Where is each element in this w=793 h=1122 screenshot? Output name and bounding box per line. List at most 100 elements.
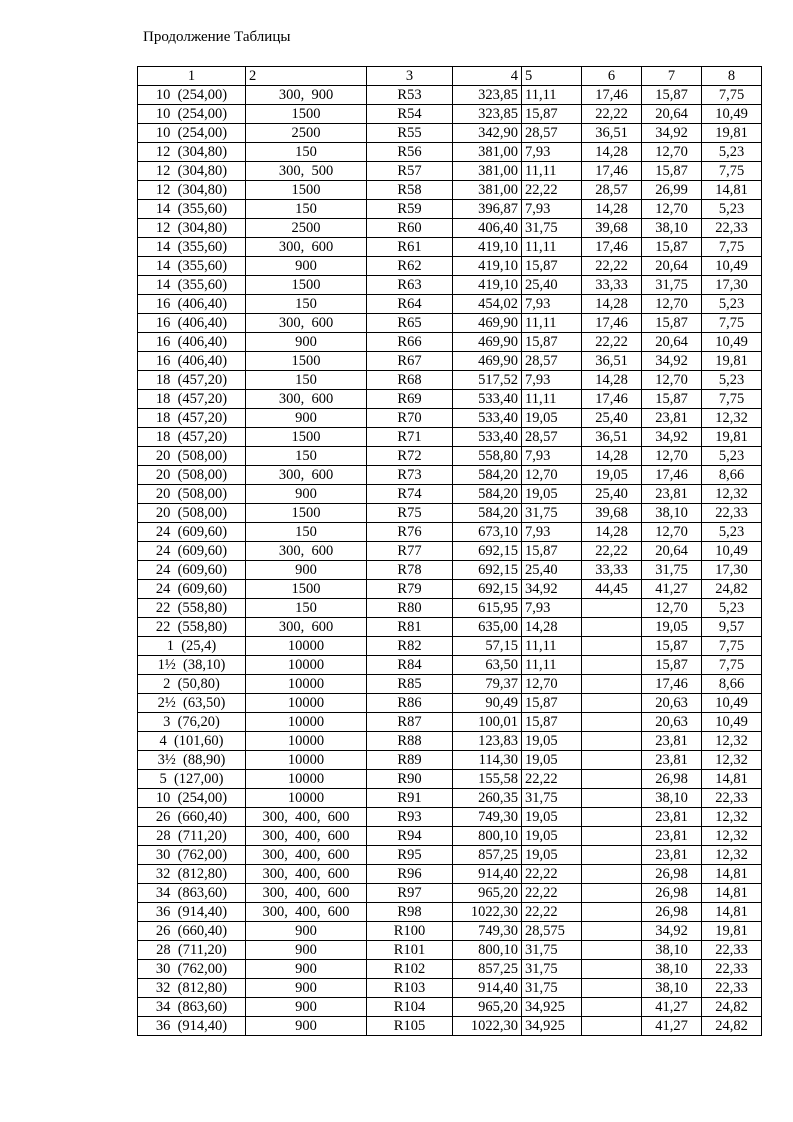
table-cell-col-3: R102 <box>366 959 453 979</box>
table-cell-col-5: 7,93 <box>521 522 582 542</box>
table-cell-col-7: 23,81 <box>641 826 702 846</box>
table-cell-col-2: 150 <box>245 142 367 162</box>
table-cell-col-1: 20 (508,00) <box>137 465 246 485</box>
table-cell-col-8: 10,49 <box>701 541 762 561</box>
table-row: 16 (406,40) 300, 600 R65 469,90 11,11 17,46 15… <box>137 313 762 333</box>
table-cell-col-6 <box>581 864 642 884</box>
table-cell-col-6: 39,68 <box>581 218 642 238</box>
data-table: 1 2 3 4 5 6 7 8 10 (254,00) 300, 900 R53 32… <box>137 66 762 1036</box>
table-cell-col-8: 14,81 <box>701 180 762 200</box>
table-cell-col-3: R84 <box>366 655 453 675</box>
table-row: 3½ (88,90) 10000 R89 114,30 19,05 23,81 12,32 <box>137 750 762 770</box>
table-row: 28 (711,20) 900 R101 800,10 31,75 38,10 22,33 <box>137 940 762 960</box>
table-cell-col-3: R81 <box>366 617 453 637</box>
table-row: 14 (355,60) 150 R59 396,87 7,93 14,28 12,70 5,2… <box>137 199 762 219</box>
table-cell-col-2: 300, 600 <box>245 465 367 485</box>
table-cell-col-2: 150 <box>245 446 367 466</box>
table-cell-col-5: 12,70 <box>521 465 582 485</box>
table-cell-col-4: 914,40 <box>452 978 522 998</box>
table-cell-col-2: 1500 <box>245 180 367 200</box>
table-cell-col-1: 10 (254,00) <box>137 123 246 143</box>
table-cell-col-6 <box>581 826 642 846</box>
table-cell-col-8: 10,49 <box>701 332 762 352</box>
table-cell-col-4: 749,30 <box>452 807 522 827</box>
table-cell-col-3: R82 <box>366 636 453 656</box>
table-cell-col-6: 39,68 <box>581 503 642 523</box>
header-cell: 4 <box>452 66 522 86</box>
table-cell-col-2: 150 <box>245 522 367 542</box>
table-cell-col-3: R90 <box>366 769 453 789</box>
table-cell-col-6: 44,45 <box>581 579 642 599</box>
table-cell-col-8: 7,75 <box>701 655 762 675</box>
table-cell-col-7: 15,87 <box>641 313 702 333</box>
table-cell-col-5: 15,87 <box>521 712 582 732</box>
table-cell-col-1: 12 (304,80) <box>137 142 246 162</box>
table-cell-col-1: 28 (711,20) <box>137 940 246 960</box>
table-cell-col-8: 9,57 <box>701 617 762 637</box>
table-cell-col-4: 406,40 <box>452 218 522 238</box>
table-cell-col-6 <box>581 959 642 979</box>
table-cell-col-3: R73 <box>366 465 453 485</box>
table-row: 36 (914,40) 900 R105 1022,30 34,925 41,27 24,8… <box>137 1016 762 1036</box>
table-cell-col-5: 22,22 <box>521 180 582 200</box>
table-cell-col-6: 36,51 <box>581 351 642 371</box>
table-cell-col-3: R75 <box>366 503 453 523</box>
table-cell-col-7: 23,81 <box>641 750 702 770</box>
table-cell-col-2: 900 <box>245 921 367 941</box>
table-cell-col-2: 150 <box>245 199 367 219</box>
table-cell-col-5: 15,87 <box>521 256 582 276</box>
table-row: 1½ (38,10) 10000 R84 63,50 11,11 15,87 7,75 <box>137 655 762 675</box>
table-cell-col-8: 17,30 <box>701 560 762 580</box>
table-cell-col-1: 32 (812,80) <box>137 978 246 998</box>
table-cell-col-4: 1022,30 <box>452 902 522 922</box>
table-cell-col-4: 419,10 <box>452 256 522 276</box>
table-cell-col-8: 7,75 <box>701 237 762 257</box>
table-cell-col-8: 8,66 <box>701 465 762 485</box>
table-cell-col-4: 381,00 <box>452 142 522 162</box>
table-cell-col-7: 20,64 <box>641 541 702 561</box>
table-cell-col-7: 20,63 <box>641 712 702 732</box>
table-cell-col-6: 22,22 <box>581 332 642 352</box>
table-cell-col-7: 34,92 <box>641 427 702 447</box>
table-cell-col-5: 25,40 <box>521 560 582 580</box>
table-cell-col-1: 3 (76,20) <box>137 712 246 732</box>
table-cell-col-7: 26,98 <box>641 883 702 903</box>
table-cell-col-5: 31,75 <box>521 959 582 979</box>
table-cell-col-2: 300, 400, 600 <box>245 883 367 903</box>
table-cell-col-6: 17,46 <box>581 237 642 257</box>
table-cell-col-2: 1500 <box>245 275 367 295</box>
table-cell-col-4: 381,00 <box>452 161 522 181</box>
table-cell-col-6 <box>581 978 642 998</box>
table-cell-col-4: 533,40 <box>452 408 522 428</box>
table-cell-col-8: 19,81 <box>701 921 762 941</box>
table-cell-col-3: R76 <box>366 522 453 542</box>
table-cell-col-3: R56 <box>366 142 453 162</box>
table-cell-col-4: 100,01 <box>452 712 522 732</box>
table-cell-col-6 <box>581 598 642 618</box>
table-cell-col-6: 25,40 <box>581 484 642 504</box>
table-cell-col-6 <box>581 940 642 960</box>
table-cell-col-5: 15,87 <box>521 332 582 352</box>
table-cell-col-5: 31,75 <box>521 218 582 238</box>
table-cell-col-2: 900 <box>245 332 367 352</box>
table-cell-col-6 <box>581 636 642 656</box>
table-cell-col-8: 22,33 <box>701 503 762 523</box>
table-row: 34 (863,60) 300, 400, 600 R97 965,20 22,22 26… <box>137 883 762 903</box>
table-cell-col-4: 57,15 <box>452 636 522 656</box>
table-row: 10 (254,00) 10000 R91 260,35 31,75 38,10 22,33 <box>137 788 762 808</box>
table-cell-col-4: 692,15 <box>452 560 522 580</box>
table-cell-col-2: 10000 <box>245 712 367 732</box>
header-cell: 1 <box>137 66 246 86</box>
table-cell-col-3: R77 <box>366 541 453 561</box>
table-cell-col-6 <box>581 921 642 941</box>
table-cell-col-1: 12 (304,80) <box>137 161 246 181</box>
table-cell-col-1: 2½ (63,50) <box>137 693 246 713</box>
table-cell-col-4: 533,40 <box>452 427 522 447</box>
table-cell-col-1: 12 (304,80) <box>137 218 246 238</box>
table-cell-col-1: 36 (914,40) <box>137 1016 246 1036</box>
table-cell-col-8: 5,23 <box>701 199 762 219</box>
table-cell-col-8: 10,49 <box>701 256 762 276</box>
table-cell-col-2: 900 <box>245 484 367 504</box>
table-row: 24 (609,60) 150 R76 673,10 7,93 14,28 12,70 5,2… <box>137 522 762 542</box>
table-cell-col-8: 22,33 <box>701 218 762 238</box>
